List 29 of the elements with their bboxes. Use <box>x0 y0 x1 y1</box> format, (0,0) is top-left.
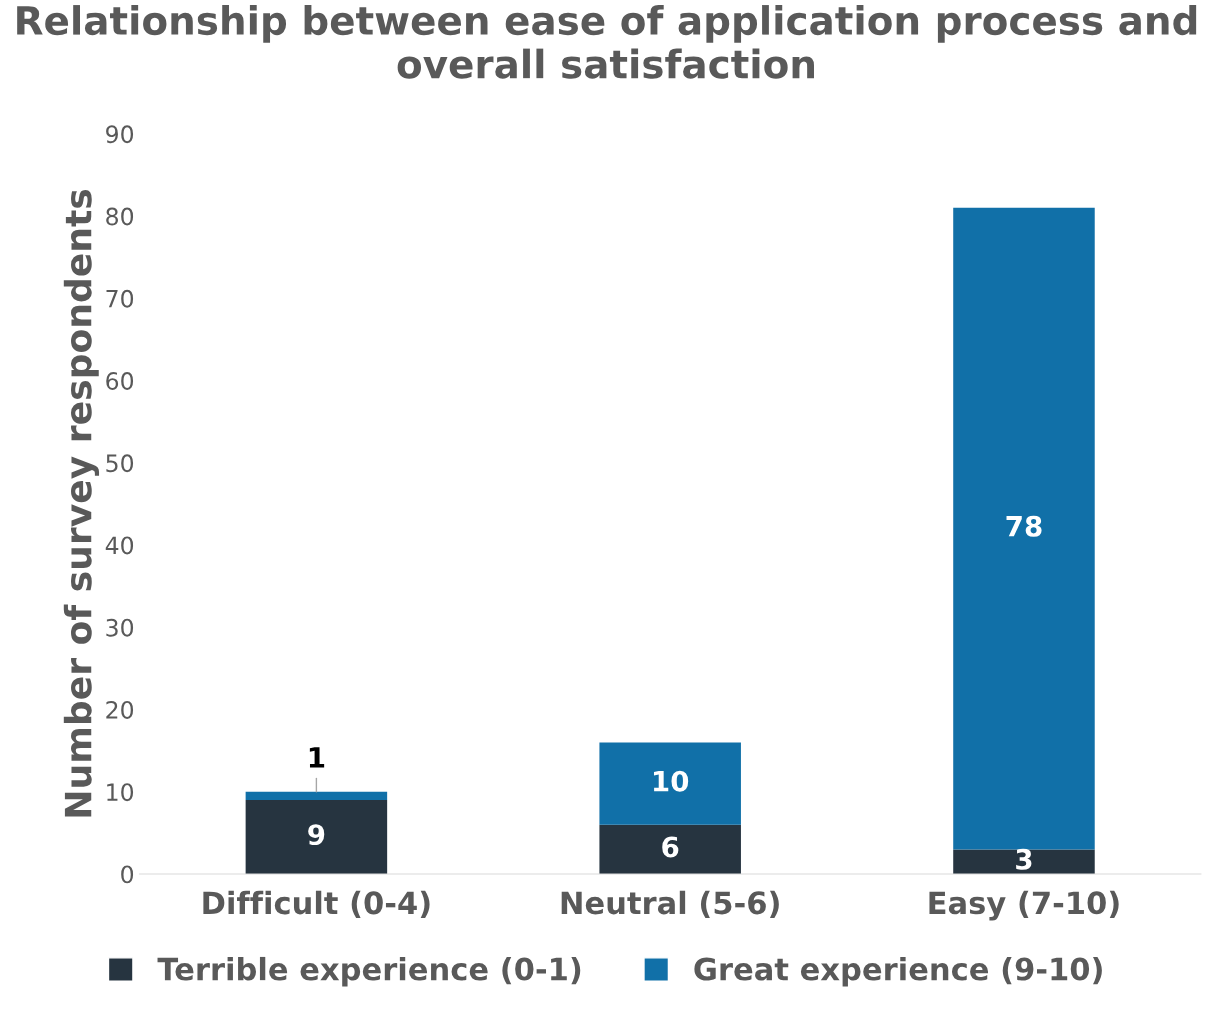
data-label: 9 <box>308 824 325 846</box>
data-label: 6 <box>662 836 679 858</box>
x-tick-label: Easy (7-10) <box>929 890 1119 921</box>
y-tick-label: 0 <box>121 865 134 884</box>
bar <box>953 207 1095 850</box>
bar <box>599 824 741 875</box>
legend-label: Great experience (9-10) <box>694 956 1102 987</box>
bar <box>599 742 741 825</box>
bar <box>245 800 388 875</box>
data-label: 3 <box>1016 848 1032 870</box>
y-tick-label: 10 <box>107 783 134 802</box>
y-tick-label: 20 <box>106 701 134 719</box>
y-axis-title: Number of survey respondents <box>63 189 100 817</box>
y-tick-label: 90 <box>106 125 134 144</box>
y-tick-label: 70 <box>106 289 134 308</box>
data-label: 10 <box>653 770 689 792</box>
x-tick-label: Neutral (5-6) <box>561 890 779 918</box>
y-tick-label: 80 <box>106 207 134 226</box>
x-tick-label: Difficult (0-4) <box>203 890 430 918</box>
chart-title: Relationship between ease of application process and overall satisfaction <box>17 5 1197 79</box>
bar <box>245 791 388 801</box>
legend-label: Terrible experience (0-1) <box>157 956 581 987</box>
data-label: 1 <box>309 747 325 768</box>
y-tick-label: 50 <box>106 454 134 473</box>
data-label: 78 <box>1006 515 1042 537</box>
y-tick-label: 30 <box>106 618 134 637</box>
bar <box>953 849 1095 875</box>
y-tick-label: 60 <box>106 372 134 390</box>
y-tick-label: 40 <box>105 536 134 555</box>
